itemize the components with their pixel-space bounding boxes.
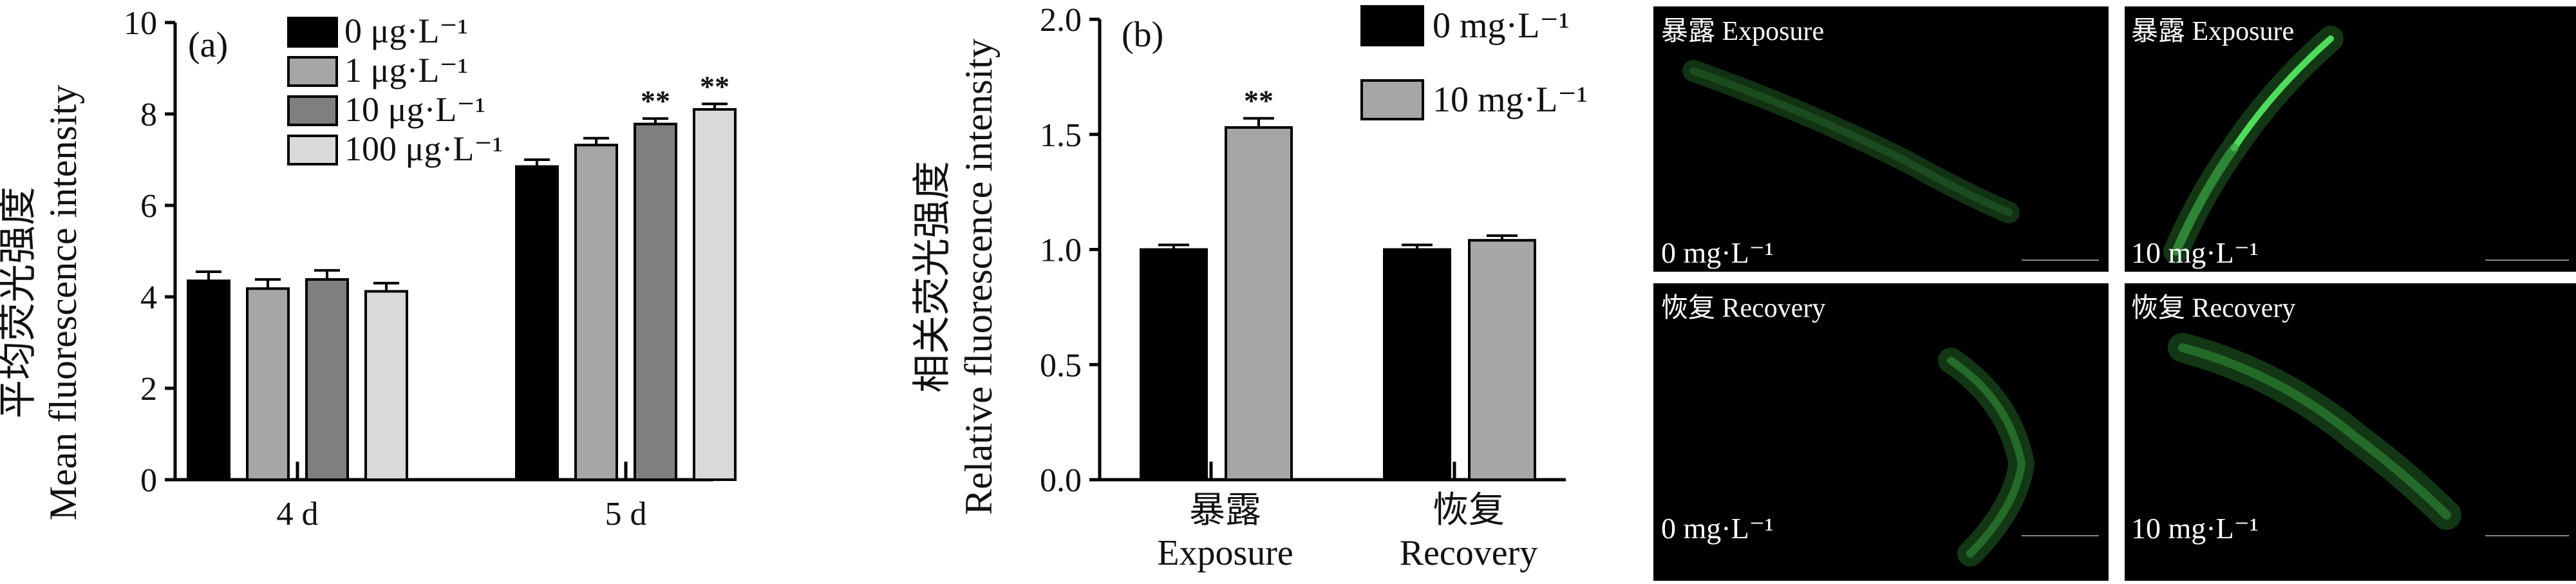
y-tick-label: 2.0 — [1040, 2, 1082, 39]
significance-marker: ** — [1244, 84, 1274, 117]
y-tick-label: 10 — [124, 5, 157, 42]
micrograph-title: 暴露 Exposure — [2131, 17, 2294, 46]
bar — [246, 287, 290, 481]
legend-swatch — [287, 135, 338, 165]
x-tick-label-cn: 暴露 — [1189, 491, 1261, 531]
micrograph-concentration-label: 0 mg·L⁻¹ — [1661, 512, 1774, 545]
bar — [1225, 126, 1293, 481]
legend-label: 0 mg·L⁻¹ — [1433, 6, 1570, 46]
legend-swatch — [287, 95, 338, 126]
micrograph-title: 恢复 Recovery — [2131, 294, 2295, 323]
bar — [1383, 248, 1451, 481]
bar — [187, 279, 230, 481]
micrograph-recovery-10: 恢复 Recovery 10 mg·L⁻¹ — [2125, 283, 2576, 581]
micrograph-title: 恢复 Recovery — [1661, 294, 1825, 323]
legend-swatch — [1360, 79, 1424, 120]
legend-label: 100 μg·L⁻¹ — [344, 129, 503, 168]
bar — [574, 144, 618, 481]
panel-a-ylabel-en: Mean fluorescence intensity — [42, 85, 84, 520]
panel-a-bars: ** ** — [187, 70, 737, 481]
panel-b-legend: 0 mg·L⁻¹ 10 mg·L⁻¹ — [1360, 5, 1588, 120]
bar — [1468, 239, 1536, 481]
legend-swatch — [287, 17, 338, 48]
micrograph-exposure-10: 暴露 Exposure 10 mg·L⁻¹ — [2125, 6, 2576, 272]
panel-b-ylabel-en: Relative fluorescence intensity — [957, 39, 1000, 515]
panel-a-ylabel-cn: 平均荧光强度 — [0, 187, 39, 419]
legend-swatch — [287, 56, 338, 87]
bar — [305, 278, 349, 481]
micrograph-concentration-label: 0 mg·L⁻¹ — [1661, 236, 1774, 269]
panel-b-label: (b) — [1122, 15, 1163, 55]
bar — [364, 290, 408, 481]
bar — [1140, 248, 1208, 481]
micrograph-concentration-label: 10 mg·L⁻¹ — [2131, 512, 2259, 545]
x-tick-label-en: Recovery — [1400, 533, 1538, 573]
y-tick-label: 0 — [140, 462, 157, 499]
y-tick-label: 0.0 — [1040, 462, 1082, 499]
micrograph-title: 暴露 Exposure — [1661, 17, 1824, 46]
y-tick-label: 1.5 — [1040, 117, 1082, 154]
legend-label: 10 mg·L⁻¹ — [1433, 80, 1588, 120]
panel-b: 相关荧光强度 Relative fluorescence intensity (… — [911, 2, 1588, 573]
x-tick-label-en: Exposure — [1157, 533, 1293, 573]
y-tick-label: 0.5 — [1040, 347, 1082, 384]
bar — [693, 108, 737, 481]
panel-a: 平均荧光强度 Mean fluorescence intensity (a) 0… — [0, 5, 737, 532]
y-tick-label: 6 — [140, 188, 157, 225]
y-tick-label: 4 — [140, 279, 157, 316]
panel-a-label: (a) — [188, 25, 228, 65]
panel-b-ylabel-cn: 相关荧光强度 — [911, 161, 954, 393]
bar — [634, 122, 677, 481]
x-tick-label-cn: 恢复 — [1433, 491, 1505, 531]
micrograph-exposure-0: 暴露 Exposure 0 mg·L⁻¹ — [1653, 6, 2109, 272]
y-tick-label: 1.0 — [1040, 232, 1082, 269]
legend-label: 0 μg·L⁻¹ — [344, 12, 468, 50]
legend-label: 10 μg·L⁻¹ — [344, 90, 485, 129]
y-tick-label: 2 — [140, 371, 157, 408]
panel-b-bars: ** — [1140, 84, 1536, 481]
x-tick-label: 5 d — [605, 496, 647, 532]
legend-swatch — [1360, 5, 1424, 46]
legend-label: 1 μg·L⁻¹ — [344, 51, 468, 89]
panel-a-x-labels: 4 d 5 d — [277, 462, 647, 532]
significance-marker: ** — [700, 70, 729, 102]
micrograph-concentration-label: 10 mg·L⁻¹ — [2131, 236, 2259, 269]
bar — [515, 165, 559, 481]
y-tick-label: 8 — [140, 97, 157, 133]
significance-marker: ** — [641, 84, 670, 117]
x-tick-label: 4 d — [277, 496, 319, 532]
micrograph-recovery-0: 恢复 Recovery 0 mg·L⁻¹ — [1653, 283, 2109, 581]
